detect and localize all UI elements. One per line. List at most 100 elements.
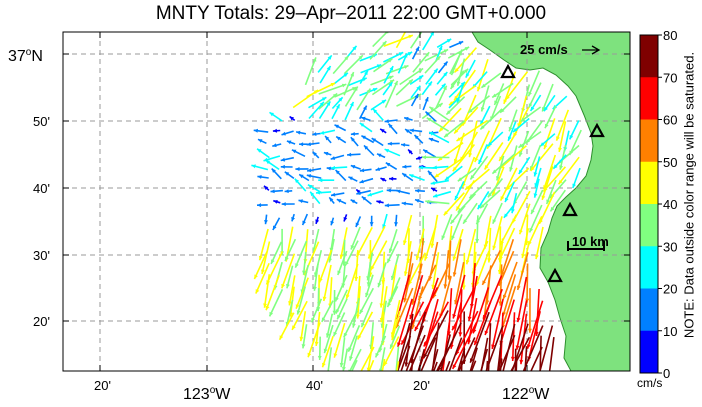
current-vector (529, 94, 542, 112)
current-vector (533, 156, 541, 177)
current-vector (333, 322, 346, 358)
current-vector (475, 250, 490, 286)
current-vector (318, 249, 333, 283)
current-vector (374, 335, 387, 358)
current-vector (332, 289, 337, 315)
current-vector (359, 122, 373, 133)
current-vector (430, 187, 438, 192)
current-vector (474, 130, 491, 163)
current-vector (319, 129, 336, 135)
current-vector (330, 217, 335, 226)
current-vector (410, 93, 419, 107)
current-vector (448, 96, 461, 109)
current-vector (345, 263, 359, 300)
current-vector (284, 226, 294, 262)
current-vector (343, 214, 348, 222)
current-vector (317, 336, 322, 361)
current-vector (360, 116, 371, 122)
lon-label-40: 40' (306, 378, 323, 393)
current-vector (360, 346, 375, 371)
current-vector (343, 54, 364, 75)
current-vector (289, 115, 296, 122)
current-vector (295, 167, 309, 171)
current-vector (351, 359, 358, 371)
colorbar-tick-label: 70 (663, 70, 677, 85)
current-vector (461, 252, 466, 290)
current-vector (348, 176, 358, 182)
current-vector (291, 149, 306, 158)
colorbar-segment (640, 161, 658, 205)
current-vector (452, 274, 466, 319)
current-vector (312, 151, 320, 159)
current-vector (558, 121, 567, 153)
current-vector (422, 149, 437, 158)
current-vector (263, 185, 270, 191)
current-vector (417, 359, 424, 371)
current-vector (528, 204, 543, 233)
current-vector (409, 74, 424, 85)
current-vector (376, 200, 384, 204)
current-vector (264, 214, 268, 225)
current-vector (313, 263, 319, 291)
current-vector (487, 323, 492, 371)
colorbar-segment (640, 119, 658, 163)
current-vector (261, 241, 271, 275)
current-vector (350, 164, 361, 170)
current-vector (286, 265, 294, 289)
current-vector (457, 167, 477, 182)
current-vector (503, 205, 515, 219)
current-vector (301, 324, 308, 349)
current-vector (330, 192, 345, 197)
current-vector (268, 289, 284, 317)
current-vector (389, 176, 397, 181)
station-triangle-icon (589, 122, 605, 138)
current-vector (288, 275, 296, 306)
current-vector (370, 75, 394, 86)
current-vector (394, 214, 398, 227)
current-vector (318, 83, 347, 95)
current-vector (369, 215, 374, 227)
current-vector (443, 192, 465, 216)
current-vector (328, 196, 335, 205)
current-vector (403, 214, 413, 246)
lon-label-123w: 123oW (183, 385, 231, 403)
current-vector (444, 165, 463, 181)
current-vector (308, 96, 327, 109)
current-vector (292, 89, 319, 109)
scale-arrow-label: 25 cm/s (520, 42, 568, 57)
lat-label-50: 50' (33, 114, 50, 129)
current-vector (499, 167, 518, 201)
current-vector (491, 166, 505, 196)
current-vector (356, 189, 371, 195)
current-vector (310, 298, 323, 323)
current-vector (395, 32, 407, 49)
current-vector (280, 164, 293, 169)
current-vector (299, 142, 308, 147)
current-vector (333, 72, 349, 85)
current-vector (371, 79, 395, 96)
current-vector (572, 167, 581, 189)
current-vector (435, 85, 448, 109)
current-vector (431, 252, 440, 290)
current-vector (314, 250, 323, 277)
current-vector (405, 325, 425, 371)
current-vector (272, 128, 281, 133)
current-vector (491, 153, 516, 175)
current-vector (291, 213, 295, 222)
current-vector (332, 312, 346, 337)
current-vector (294, 240, 308, 269)
current-vector (359, 70, 369, 85)
current-vector (449, 40, 464, 49)
current-vector (348, 348, 362, 371)
current-vector (447, 46, 470, 59)
current-vector (360, 301, 373, 328)
current-vector (281, 253, 296, 289)
current-vector (548, 337, 555, 371)
current-vector (295, 277, 309, 309)
current-vector (323, 151, 332, 156)
current-vector (327, 347, 333, 371)
current-vector (453, 69, 476, 101)
current-vector (530, 189, 544, 215)
current-vector (306, 167, 322, 173)
current-vector (518, 156, 531, 175)
